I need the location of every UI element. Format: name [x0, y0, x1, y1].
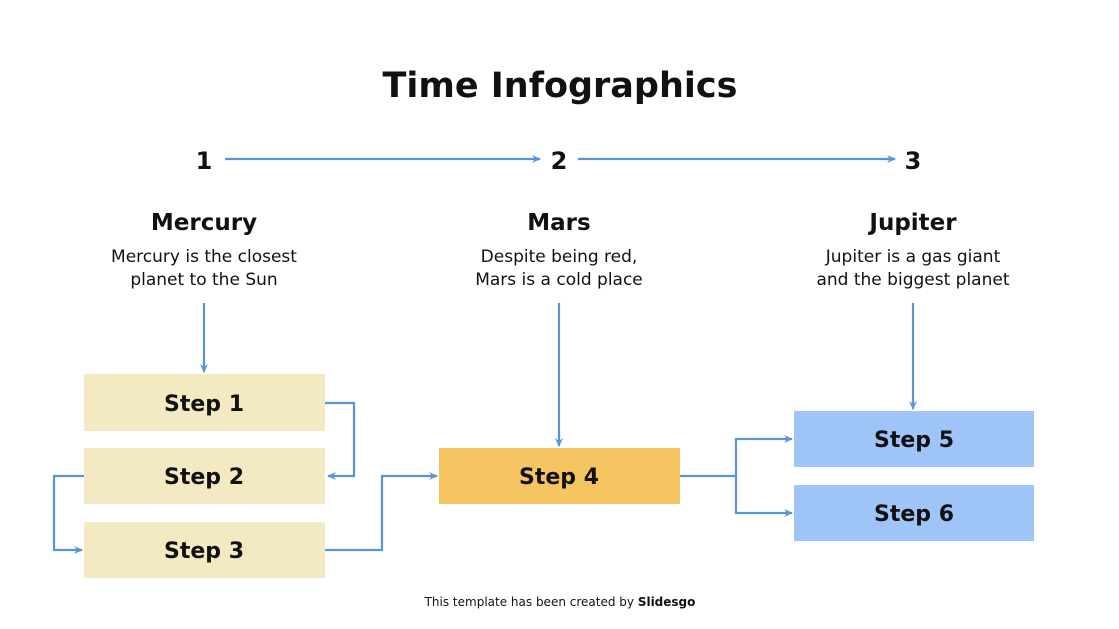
step-2-box	[84, 448, 325, 504]
footer-brand: Slidesgo	[638, 595, 696, 609]
connector-step4-step6	[734, 476, 793, 517]
stage-heading-mars: Mars	[527, 210, 590, 236]
stage-desc-mars-line2: Mars is a cold place	[475, 270, 643, 290]
connector-step2-step3	[52, 474, 84, 554]
connector-step1-step2	[325, 401, 356, 480]
step-6-box	[794, 485, 1034, 541]
stage-heading-jupiter: Jupiter	[867, 210, 957, 236]
step-5-label: Step 5	[874, 428, 954, 453]
footer-credit: This template has been created by Slides…	[424, 595, 696, 609]
stage-number-2: 2	[551, 147, 568, 175]
stage-desc-mercury-line2: planet to the Sun	[130, 270, 277, 290]
step-4-box	[439, 448, 680, 504]
stage-number-1: 1	[196, 147, 213, 175]
step-5-box	[794, 411, 1034, 467]
stage-desc-mercury-line1: Mercury is the closest	[111, 247, 297, 267]
stage-desc-mars-line1: Despite being red,	[481, 247, 638, 267]
step-3-box	[84, 522, 325, 578]
step-6-label: Step 6	[874, 502, 954, 527]
stage-number-3: 3	[905, 147, 922, 175]
connector-step4-step5	[734, 435, 793, 476]
page-title: Time Infographics	[383, 66, 738, 106]
step-4-label: Step 4	[519, 465, 599, 490]
stage-desc-jupiter-line1: Jupiter is a gas giant	[825, 247, 1001, 267]
step-2-label: Step 2	[164, 465, 244, 490]
connector-step3-step4	[325, 472, 438, 552]
step-1-label: Step 1	[164, 392, 244, 417]
footer-text: This template has been created by	[424, 595, 638, 609]
stage-desc-jupiter-line2: and the biggest planet	[816, 270, 1009, 290]
step-1-box	[84, 374, 325, 431]
stage-heading-mercury: Mercury	[151, 210, 257, 236]
step-3-label: Step 3	[164, 539, 244, 564]
